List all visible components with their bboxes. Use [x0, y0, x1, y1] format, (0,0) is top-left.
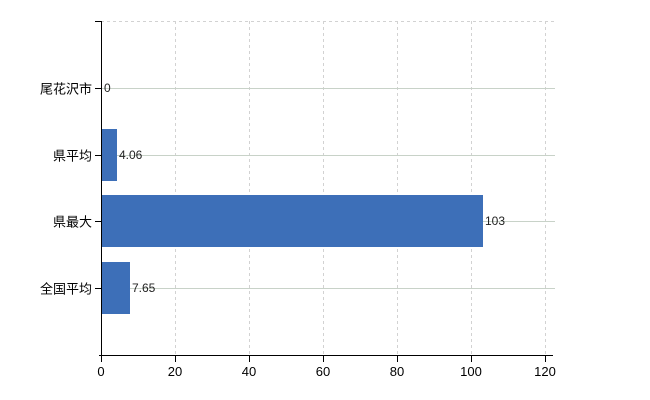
y-gridline [101, 88, 555, 89]
bar [102, 129, 117, 181]
value-label: 103 [485, 214, 506, 228]
x-tick-label: 40 [241, 364, 257, 379]
y-gridline [101, 155, 555, 156]
x-tick-label: 0 [97, 364, 105, 379]
bar [102, 195, 483, 247]
x-tick-label: 80 [389, 364, 405, 379]
value-label: 7.65 [132, 281, 156, 295]
x-tick-label: 60 [315, 364, 331, 379]
y-axis-line [101, 21, 102, 356]
x-gridline [175, 21, 176, 355]
x-axis-tick [323, 356, 324, 362]
y-axis-tick [95, 155, 101, 156]
x-tick-label: 120 [534, 364, 556, 379]
y-axis-tick [95, 88, 101, 89]
x-axis-tick [397, 356, 398, 362]
bar [102, 262, 130, 314]
y-gridline [101, 288, 555, 289]
x-tick-label: 20 [167, 364, 183, 379]
x-axis-line [99, 355, 553, 356]
x-gridline [471, 21, 472, 355]
x-axis-tick [471, 356, 472, 362]
category-label: 尾花沢市 [39, 81, 92, 97]
x-axis-tick [175, 356, 176, 362]
x-axis-tick [249, 356, 250, 362]
value-label: 4.06 [119, 148, 143, 162]
x-axis-tick [101, 356, 102, 362]
category-label: 全国平均 [39, 281, 92, 297]
category-label: 県最大 [52, 214, 92, 230]
y-axis-tick [95, 288, 101, 289]
category-label: 県平均 [52, 148, 92, 164]
x-gridline [545, 21, 546, 355]
y-axis-tick [95, 221, 101, 222]
x-axis-tick [545, 356, 546, 362]
plot-top-border [101, 21, 555, 22]
value-label: 0 [104, 81, 111, 95]
x-gridline [323, 21, 324, 355]
x-tick-label: 100 [460, 364, 482, 379]
x-gridline [249, 21, 250, 355]
x-gridline [397, 21, 398, 355]
y-axis-end-tick [95, 21, 101, 22]
